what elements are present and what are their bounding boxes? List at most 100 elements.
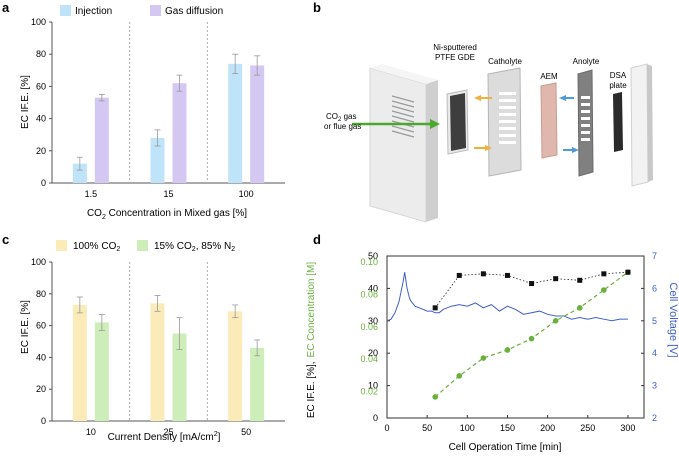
panel-c-category-label: 25 <box>163 427 173 437</box>
panel-d-conc-point <box>456 373 463 379</box>
panel-c: c 0 20 40 60 80 100 10 25 50 EC IF.E. [%] Curren… <box>2 232 285 443</box>
panel-d-xtick-label: 200 <box>540 423 555 433</box>
legend-label-co2-15: 15% CO2, 85% N2 <box>154 241 235 253</box>
panel-d-fe-tick-label: 20 <box>368 348 378 358</box>
panel-d-xtick-label: 250 <box>580 423 595 433</box>
panel-d-conc-point <box>552 318 559 324</box>
panel-a-letter: a <box>2 0 10 15</box>
panel-d-letter: d <box>313 232 321 247</box>
panel-c-category-label: 10 <box>86 427 96 437</box>
panel-d-fe-point <box>601 271 607 277</box>
panel-c-plot: 0 20 40 60 80 100 10 25 50 <box>31 257 285 437</box>
panel-d-fe-tick-label: 0 <box>373 413 378 423</box>
panel-a-bar <box>250 65 265 183</box>
panel-c-bar <box>72 304 87 421</box>
panel-c-legend: 100% CO2 15% CO2, 85% N2 <box>56 240 235 253</box>
panel-d-fe-point <box>432 305 438 311</box>
panel-d-fe-point <box>577 277 583 283</box>
panel-d-fe-point <box>625 269 631 275</box>
panel-d-ylabel-conc: EC Concentration [M] <box>306 262 317 358</box>
panel-c-ytick-label: 60 <box>36 321 46 331</box>
panel-a-bar <box>228 63 243 183</box>
panel-d-conc-point <box>576 305 583 311</box>
end-plate-right <box>630 63 653 187</box>
label-gas-line1: CO2 gas <box>326 112 356 123</box>
panel-d: d 0 50 100 150 200 250 300010203040500.020.040… <box>306 232 679 453</box>
legend-label-injection: Injection <box>75 6 112 17</box>
panel-d-fe-tick-label: 40 <box>368 283 378 293</box>
gas-inlet-arrow <box>352 119 440 129</box>
label-dsa-line2: plate <box>609 81 627 90</box>
panel-a-ytick-label: 20 <box>36 146 46 156</box>
catholyte-flow-arrows <box>474 95 492 151</box>
panel-d-ylabel-left: EC IF.E. [%], EC Concentration [M] <box>306 262 317 419</box>
panel-d-voltage-tick-label: 6 <box>652 283 657 293</box>
panel-c-ytick-label: 80 <box>36 289 46 299</box>
aem-membrane <box>540 82 558 159</box>
panel-a-ylabel: EC IF.E. [%] <box>20 75 31 129</box>
panel-d-fe-point <box>529 281 535 287</box>
panel-d-conc-point <box>432 394 438 400</box>
panel-c-bar <box>94 322 109 421</box>
panel-d-ylabel-fe: EC IF.E. [%], <box>306 361 317 418</box>
dsa-plate <box>613 92 623 152</box>
panel-a-ytick-label: 100 <box>31 17 46 27</box>
panel-d-xtick-label: 150 <box>500 423 515 433</box>
end-plate-left <box>369 64 438 223</box>
label-gde-line2: PTFE GDE <box>435 53 475 62</box>
panel-c-category-label: 50 <box>241 427 251 437</box>
panel-d-fe-point <box>480 271 486 277</box>
label-dsa-line1: DSA <box>610 71 627 80</box>
panel-d-xtick-label: 100 <box>460 423 475 433</box>
panel-d-fe-tick-label: 50 <box>368 251 378 261</box>
panel-a-ytick-label: 0 <box>41 178 46 188</box>
label-catholyte: Catholyte <box>488 57 522 66</box>
panel-c-ylabel: EC IF.E. [%] <box>20 300 31 354</box>
panel-b: b Ni-sputtered PTFE GDE <box>313 0 653 223</box>
panel-a-category-label: 1.5 <box>85 189 98 199</box>
panel-d-fe-tick-label: 10 <box>368 381 378 391</box>
panel-a-bar <box>172 83 187 183</box>
legend-swatch-gas-diffusion <box>150 5 161 16</box>
catholyte-plate <box>487 67 522 177</box>
panel-d-fe-point <box>504 272 510 278</box>
panel-b-letter: b <box>313 0 321 15</box>
panel-d-fe-point <box>553 276 559 282</box>
panel-a-legend: Injection Gas diffusion <box>60 5 223 17</box>
panel-d-fe-point <box>456 272 462 278</box>
panel-a-ytick-label: 40 <box>36 114 46 124</box>
panel-c-ytick-label: 20 <box>36 384 46 394</box>
label-aem: AEM <box>540 72 558 81</box>
panel-d-voltage-tick-label: 2 <box>652 413 657 423</box>
panel-c-ytick-label: 100 <box>31 257 46 267</box>
panel-a-plot: 0 20 40 60 80 100 1.5 15 100 <box>31 17 285 199</box>
panel-d-xlabel: Cell Operation Time [min] <box>449 442 562 453</box>
panel-d-voltage-tick-label: 3 <box>652 381 657 391</box>
panel-d-conc-tick-label: 0.08 <box>360 289 378 299</box>
panel-d-frame <box>386 255 645 419</box>
panel-d-conc-point <box>480 355 487 361</box>
panel-d-conc-tick-label: 0.06 <box>360 322 378 332</box>
panel-d-conc-point <box>601 287 607 293</box>
panel-d-xtick-label: 50 <box>422 423 432 433</box>
panel-a-category-label: 15 <box>163 189 173 199</box>
panel-d-conc-line <box>434 271 629 398</box>
panel-c-letter: c <box>2 232 9 247</box>
panel-a-xlabel: CO2 Concentration in Mixed gas [%] <box>87 208 247 221</box>
legend-label-gas-diffusion: Gas diffusion <box>165 6 223 17</box>
panel-a-ytick-label: 80 <box>36 49 46 59</box>
panel-a: a 0 20 40 60 80 100 1.5 15 100 EC IF.E. [%] CO2 … <box>2 0 285 221</box>
legend-swatch-co2-100 <box>56 240 67 251</box>
panel-d-plot: 0 50 100 150 200 250 300 0 10 20 30 40 50 0.02 0.04 0.0… <box>360 251 657 433</box>
panel-a-category-label: 100 <box>239 189 254 199</box>
panel-a-ytick-label: 60 <box>36 81 46 91</box>
legend-label-co2-100: 100% CO2 <box>73 241 120 253</box>
panel-a-bar <box>150 137 165 183</box>
panel-c-bar <box>228 311 243 421</box>
panel-c-bar <box>250 347 265 421</box>
panel-d-conc-tick-label: 0.04 <box>360 354 378 364</box>
panel-d-voltage-tick-label: 7 <box>652 251 657 261</box>
panel-a-bar <box>94 97 109 183</box>
panel-a-bar <box>72 163 87 183</box>
